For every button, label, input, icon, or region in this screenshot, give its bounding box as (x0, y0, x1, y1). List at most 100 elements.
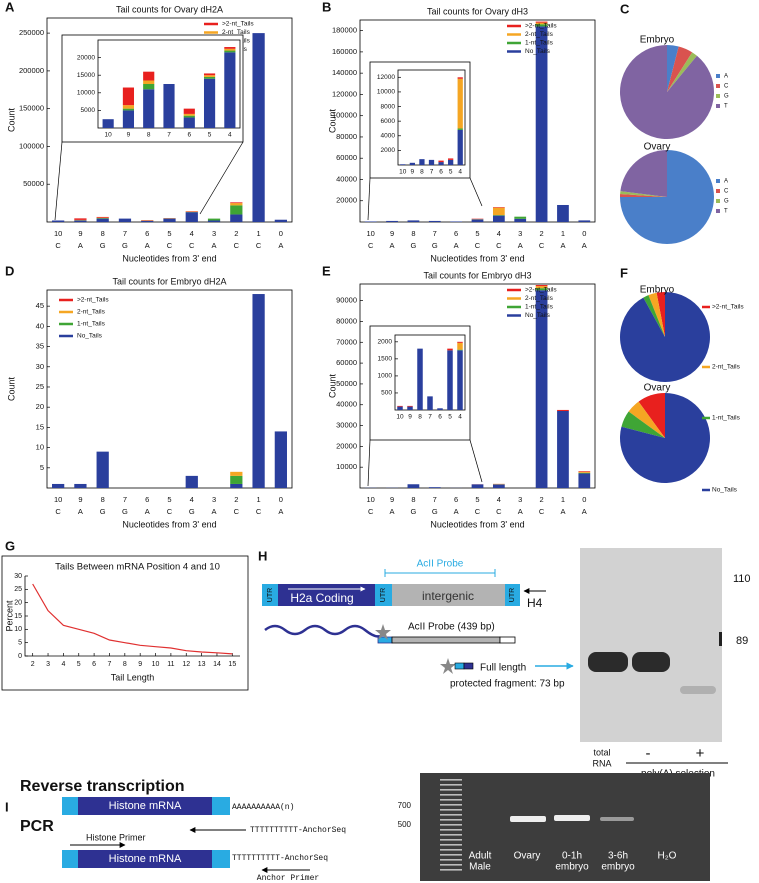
y-tick-label: 40000 (336, 174, 357, 183)
x-sublabel: C (475, 507, 481, 516)
bar-segment (224, 47, 236, 49)
full-length-label: Full length (480, 663, 526, 674)
gel-band (600, 817, 634, 821)
x-sublabel: A (212, 241, 217, 250)
x-tick-label: 1 (257, 229, 261, 238)
bar-segment (457, 77, 463, 79)
legend-label: >2-nt_Tails (525, 23, 557, 30)
ladder-band (440, 824, 462, 826)
x-tick-label: 10 (396, 414, 404, 421)
bar-segment (52, 483, 65, 488)
x-tick-label: 9 (78, 495, 82, 504)
pie-slice (620, 292, 711, 382)
x-sublabel: G (189, 507, 195, 516)
x-sublabel: C (189, 241, 195, 250)
ladder-band (440, 819, 462, 821)
x-tick-label: 8 (101, 495, 105, 504)
x-tick-label: 2 (540, 495, 544, 504)
x-tick-label: 8 (420, 169, 424, 176)
legend-swatch (716, 179, 720, 183)
chart-title: Tail counts for Ovary dH3 (427, 6, 528, 16)
x-tick-label: 6 (454, 229, 458, 238)
polya-label: AAAAAAAAAA(n) (232, 803, 294, 812)
ladder-band (440, 869, 462, 871)
x-tick-label: 4 (190, 495, 194, 504)
x-tick-label: 10 (152, 661, 160, 668)
y-tick-label: 10 (14, 626, 22, 633)
gel-band (554, 815, 590, 821)
x-tick-label: 1 (561, 229, 565, 238)
pie-slice (638, 393, 665, 438)
y-tick-label: 50000 (23, 179, 44, 188)
legend-label: 2-nt_Tails (525, 295, 554, 302)
x-sublabel: G (432, 241, 438, 250)
bar-segment (557, 410, 569, 488)
y-tick-label: 2000 (378, 339, 393, 346)
ladder-band (440, 859, 462, 861)
bar-segment (143, 80, 155, 84)
bar-segment (407, 405, 413, 407)
bar-segment (397, 406, 403, 410)
x-sublabel: G (410, 241, 416, 250)
bar-segment (274, 431, 287, 488)
marker-label: 110 (733, 573, 751, 585)
y-tick-label: 30 (14, 573, 22, 580)
x-sublabel: C (256, 507, 262, 516)
x-tick-label: 4 (497, 495, 501, 504)
section-title: Reverse transcription (20, 778, 185, 795)
y-tick-label: 250000 (19, 28, 44, 37)
gel-image (580, 548, 722, 742)
bar-segment (514, 216, 527, 219)
x-tick-label: 5 (475, 495, 479, 504)
bar-segment (535, 21, 548, 23)
x-tick-label: 8 (147, 132, 151, 139)
x-tick-label: 9 (78, 229, 82, 238)
ladder-band (440, 779, 462, 781)
probe-bracket (384, 569, 496, 577)
pie-title: Embryo (640, 35, 675, 46)
x-tick-label: 6 (92, 661, 96, 668)
bar-segment (457, 129, 463, 165)
legend-label: 1-nt_Tails (525, 304, 554, 311)
bar-segment (492, 207, 505, 216)
legend-swatch (716, 84, 720, 88)
bar-segment (448, 158, 454, 160)
legend-swatch (716, 74, 720, 78)
ladder-band (440, 829, 462, 831)
x-tick-label: 0 (582, 495, 586, 504)
x-tick-label: 4 (228, 132, 232, 139)
y-tick-label: 15 (36, 422, 44, 431)
primer-label: Anchor Primer (257, 874, 320, 883)
bar-segment (427, 396, 433, 410)
x-tick-label: 9 (411, 169, 415, 176)
x-sublabel: C (539, 507, 545, 516)
legend-label: 1-nt_Tails (712, 415, 741, 422)
y-tick-label: 5 (40, 463, 44, 472)
mrna-label: Histone mRNA (109, 853, 182, 865)
x-sublabel: A (518, 241, 523, 250)
bar-segment (428, 487, 441, 488)
panel-letter: I (5, 799, 9, 814)
bar-segment (535, 24, 548, 27)
x-tick-label: 7 (433, 229, 437, 238)
lane-label: RNA (592, 758, 611, 768)
anchor-label: TTTTTTTTTT-AnchorSeq (232, 854, 328, 863)
pie-slice (648, 292, 665, 337)
ladder-band (440, 784, 462, 786)
probe-full-label: AcII Probe (439 bp) (408, 622, 495, 633)
x-tick-label: 4 (61, 661, 65, 668)
bar-segment (203, 78, 216, 128)
bar-segment (183, 108, 195, 114)
lane-label: embryo (555, 862, 589, 873)
bar-segment (407, 406, 413, 410)
mrna-label: Histone mRNA (109, 800, 182, 812)
y-tick-label: 500 (381, 390, 392, 397)
x-sublabel: A (145, 241, 150, 250)
fragment (463, 662, 474, 670)
y-tick-label: 40000 (336, 400, 357, 409)
x-sublabel: C (256, 241, 262, 250)
probe-part (391, 636, 501, 644)
bar-segment (122, 87, 135, 106)
ladder-band (440, 844, 462, 846)
y-axis-label: Count (327, 374, 337, 399)
